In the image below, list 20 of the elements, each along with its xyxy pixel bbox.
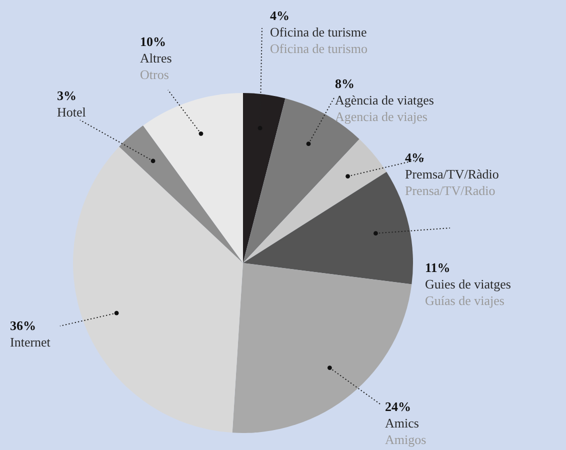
slice-label: Guies de viatges Guías de viajes xyxy=(425,276,511,308)
slice-label: Altres Otros xyxy=(140,50,172,82)
slice-label: Agència de viatges Agencia de viajes xyxy=(335,92,434,124)
slice-label: Amics Amigos xyxy=(385,416,426,447)
data-label: 3% xyxy=(57,88,76,103)
data-label: 4% xyxy=(405,150,424,165)
pie-slice xyxy=(73,146,243,433)
data-label: 24% xyxy=(385,399,411,414)
pie-slice xyxy=(143,93,243,263)
data-label: 10% xyxy=(140,34,166,49)
slice-label: Premsa/TV/Ràdio Prensa/TV/Radio xyxy=(405,166,499,198)
slice-label: Internet xyxy=(10,334,51,350)
pie-slice xyxy=(119,125,243,263)
pie-slice xyxy=(243,139,387,263)
data-label: 8% xyxy=(335,76,354,91)
data-label: 36% xyxy=(10,318,36,333)
data-label: 11% xyxy=(425,260,450,275)
slice-label: Oficina de turisme Oficina de turismo xyxy=(270,24,368,56)
slice-label: Hotel xyxy=(57,104,86,120)
data-label: 4% xyxy=(270,8,290,23)
